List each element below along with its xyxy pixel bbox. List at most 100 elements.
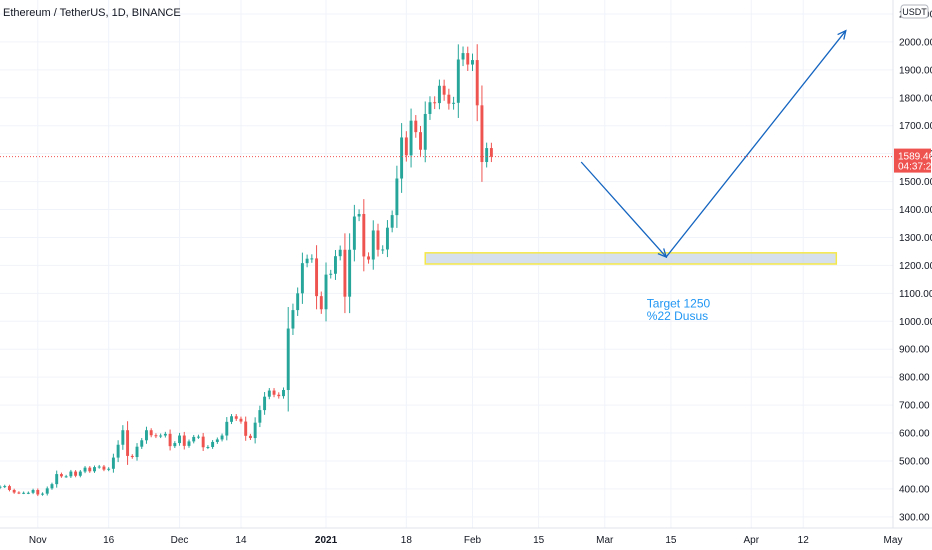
y-tick-label: 900.00 [899, 345, 930, 356]
candle-body [145, 430, 148, 441]
x-tick-label: Apr [743, 535, 759, 546]
candle [428, 96, 432, 120]
candle [173, 441, 177, 449]
candle [230, 414, 233, 425]
candle-body [395, 178, 399, 216]
candle [7, 484, 11, 492]
candle-body [428, 102, 432, 114]
candle [126, 421, 130, 465]
candle-body [121, 430, 125, 445]
candle [395, 165, 399, 228]
candle [324, 262, 328, 322]
candle [466, 46, 470, 71]
candle [45, 486, 49, 496]
candle [258, 405, 262, 428]
candle [145, 426, 148, 444]
y-tick-label: 1800.00 [899, 93, 932, 104]
candle-body [291, 310, 295, 329]
candle-body [272, 390, 276, 395]
candle-body [17, 492, 21, 494]
candle-body [253, 422, 257, 439]
candle [3, 484, 7, 489]
candle-body [343, 249, 347, 297]
candle-body [97, 466, 101, 468]
candle-body [362, 213, 366, 257]
candle [93, 465, 96, 473]
candle [357, 209, 361, 222]
price-tag: 1589.46 04:37:23 [894, 148, 932, 173]
candle [367, 252, 371, 264]
candle [239, 416, 243, 424]
candle [88, 466, 92, 473]
candle-body [55, 474, 59, 485]
candle [26, 491, 30, 495]
candle-body [338, 249, 342, 257]
candle-body [50, 484, 54, 489]
candle [267, 388, 271, 400]
candle-body [69, 471, 73, 477]
y-tick-label: 1300.00 [899, 233, 932, 244]
candle [400, 123, 404, 193]
candle [201, 432, 205, 451]
y-tick-label: 1700.00 [899, 121, 932, 132]
candle [362, 199, 366, 272]
projection-path [580, 30, 847, 259]
x-tick-label: 16 [103, 535, 115, 546]
candle-body [263, 396, 267, 411]
x-tick-label: May [884, 535, 903, 546]
candle-body [452, 102, 456, 104]
candle [149, 428, 153, 438]
time-axis[interactable]: Nov 16 Dec 14 2021 18 Feb 15 Mar 15 Apr 12 May [0, 527, 932, 546]
candle [69, 469, 73, 478]
candle [130, 454, 134, 459]
candle-body [234, 416, 238, 419]
candle-body [116, 444, 120, 458]
annotation-target: Target 1250 [647, 296, 711, 310]
candle-body [447, 94, 451, 104]
candle-body [126, 430, 130, 456]
candle-body [376, 230, 380, 250]
candle [163, 431, 167, 438]
currency-button[interactable]: USDT [900, 4, 929, 19]
arrow-head-down [657, 248, 668, 259]
candle-body [414, 120, 418, 133]
candle-body [390, 215, 394, 228]
candle-body [102, 466, 106, 470]
candle-body [192, 436, 196, 442]
candle [480, 85, 484, 182]
candle-body [206, 446, 210, 448]
candle-body [22, 492, 26, 494]
candle-body [319, 296, 323, 310]
price-axis-bg [893, 0, 932, 550]
candle [315, 245, 319, 310]
candle [178, 432, 182, 446]
candle [248, 433, 252, 440]
candle [381, 245, 385, 254]
candle-body [41, 493, 44, 495]
candle-body [215, 439, 219, 442]
grid-lines [0, 0, 894, 528]
candle-body [149, 430, 153, 436]
candlestick-series [0, 44, 493, 497]
candle-body [12, 490, 16, 493]
y-tick-label: 1100.00 [899, 289, 932, 300]
candle-body [305, 258, 309, 264]
candle-body [400, 137, 404, 179]
price-axis[interactable]: 300.00 400.00 500.00 600.00 700.00 800.00 900.… [892, 0, 932, 550]
y-tick-label: 1500.00 [899, 177, 932, 188]
candle-body [296, 293, 300, 311]
candle [140, 438, 144, 449]
arrow-head-up [837, 29, 847, 40]
candle-body [329, 273, 333, 275]
x-tick-label: 12 [798, 535, 810, 546]
candle-body [196, 436, 200, 438]
support-zone-rect[interactable] [424, 252, 838, 265]
x-tick-label: 14 [235, 535, 247, 546]
candle [433, 96, 437, 110]
projection-arrows[interactable] [580, 29, 847, 259]
candle [97, 464, 101, 469]
candle [78, 470, 82, 478]
candle [234, 414, 238, 421]
candle-body [239, 418, 243, 422]
